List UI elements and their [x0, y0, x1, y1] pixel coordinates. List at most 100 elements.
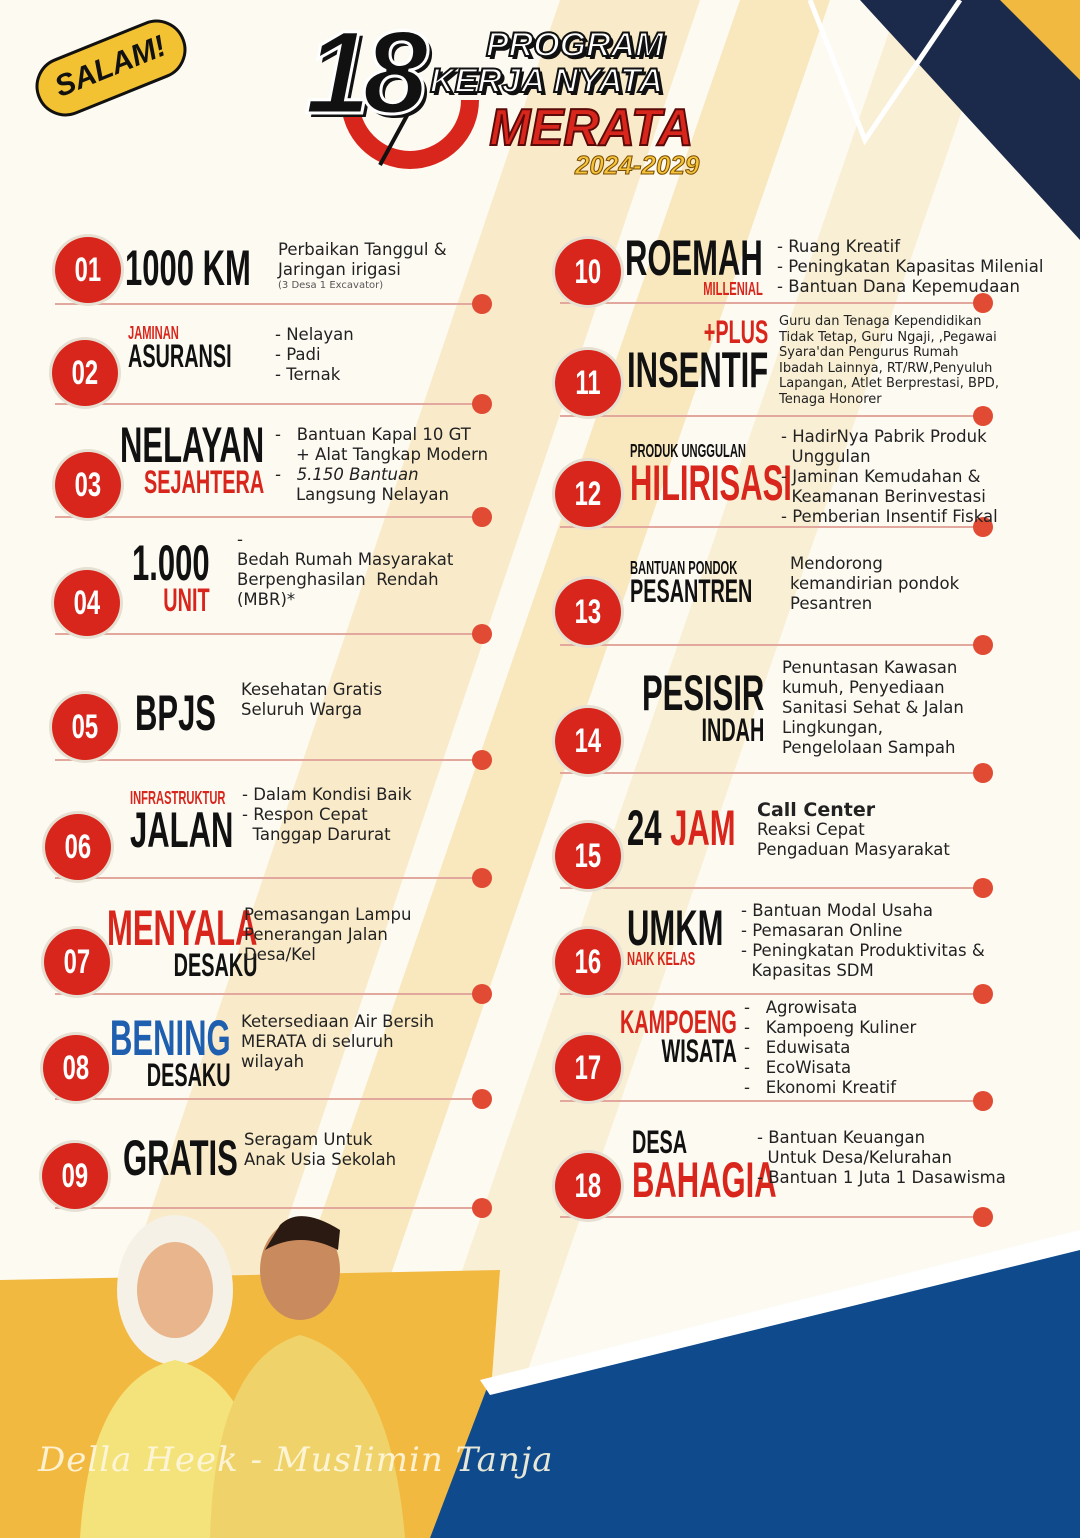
item-description-line: - Respon Cepat	[242, 805, 368, 824]
item-title-line: MENYALA	[107, 900, 258, 956]
item-title-line: UNIT	[163, 582, 210, 618]
item-description-line: Unggulan	[781, 447, 871, 466]
item-underline	[55, 1098, 482, 1100]
item-description-line: Guru dan Tenaga Kependidikan	[779, 314, 982, 329]
item-title-line: BENING	[110, 1010, 231, 1066]
item-number-badge: 16	[555, 929, 621, 995]
item-dot-icon	[472, 1089, 492, 1109]
item-title-line: PESISIR	[642, 665, 765, 721]
title-period: 2024-2029	[574, 150, 700, 181]
item-description-line: -	[237, 530, 243, 549]
item-description-line: Sanitasi Sehat & Jalan	[782, 698, 964, 717]
title-kerja-nyata: KERJA NYATA	[429, 61, 664, 101]
item-number-badge: 02	[52, 340, 118, 406]
item-number-badge: 01	[55, 237, 121, 303]
item-description-line: - Ekonomi Kreatif	[744, 1078, 896, 1097]
item-description-line: (MBR)*	[237, 590, 296, 609]
item-description-line: kumuh, Penyediaan	[782, 678, 945, 697]
item-description-line: - Peningkatan Produktivitas &	[741, 941, 985, 960]
item-dot-icon	[472, 507, 492, 527]
item-description-line: - Ternak	[275, 365, 341, 384]
item-description-line: Anak Usia Sekolah	[244, 1150, 397, 1169]
item-description-line: + Alat Tangkap Modern	[275, 445, 489, 464]
item-description-line: - Nelayan	[275, 325, 354, 344]
item-title-line: GRATIS	[123, 1130, 238, 1186]
item-description-line: - Bantuan Keuangan	[757, 1128, 926, 1147]
item-description: Mendorong kemandirian pondok Pesantren	[790, 554, 959, 614]
item-description: Penuntasan Kawasan kumuh, Penyediaan Sanit…	[782, 658, 964, 758]
item-underline	[55, 633, 482, 635]
item-description-line: Keamanan Berinvestasi	[781, 487, 986, 506]
item-title-line: BAHAGIA	[632, 1152, 777, 1209]
item-description-line: - Pemasaran Online	[741, 921, 903, 940]
candidate-portraits	[80, 1215, 405, 1538]
item-description-line: Seragam Untuk	[244, 1130, 373, 1149]
item-title-line: +PLUS	[703, 314, 769, 350]
item-underline	[55, 759, 482, 761]
item-title: MENYALA DESAKU	[107, 900, 258, 981]
item-title-line: JALAN	[130, 801, 234, 858]
item-title-line: DESA	[632, 1124, 688, 1160]
item-description-line: Seluruh Warga	[241, 700, 363, 719]
title-program: PROGRAM	[485, 25, 665, 65]
item-title-line: MILLENIAL	[703, 279, 763, 299]
item-description: Guru dan Tenaga Kependidikan Tidak Tetap,…	[779, 314, 999, 408]
item-description: - Agrowisata - Kampoeng Kuliner - Eduwisat…	[744, 998, 916, 1098]
item-title: BPJS	[135, 688, 216, 738]
item-description-line: Reaksi Cepat	[757, 820, 865, 839]
item-underline	[560, 302, 983, 304]
item-description-line: Desa/Kel	[244, 945, 316, 964]
item-description-line: Kapasitas SDM	[741, 961, 874, 980]
item-title-line: 1000 KM	[125, 240, 251, 296]
item-number-badge: 06	[45, 814, 111, 880]
item-description-line: Tanggap Darurat	[242, 825, 391, 844]
item-dot-icon	[973, 1207, 993, 1227]
item-title: JAMINAN ASURANSI	[128, 324, 232, 372]
item-title-line: BANTUAN PONDOK	[630, 558, 738, 578]
item-title: +PLUS INSENTIF	[627, 314, 769, 396]
item-dot-icon	[472, 394, 492, 414]
item-title: UMKM NAIK KELAS	[627, 900, 724, 968]
item-description-line: - 5.150 Bantuan	[275, 465, 419, 484]
item-description: - Dalam Kondisi Baik - Respon Cepat Tangg…	[242, 785, 412, 845]
item-title-line: UMKM	[627, 900, 724, 956]
item-dot-icon	[472, 750, 492, 770]
item-underline	[560, 1216, 983, 1218]
item-title-line: INDAH	[701, 712, 765, 748]
item-dot-icon	[973, 878, 993, 898]
item-title-line: PESANTREN	[630, 572, 753, 609]
item-description: Seragam Untuk Anak Usia Sekolah	[244, 1130, 396, 1170]
item-number-badge: 11	[555, 350, 621, 416]
item-number-badge: 05	[52, 694, 118, 760]
item-description-line: Mendorong	[790, 554, 883, 573]
item-dot-icon	[973, 763, 993, 783]
item-underline	[55, 403, 482, 405]
item-note: (3 Desa 1 Excavator)	[278, 280, 384, 291]
item-description-line: - Bantuan 1 Juta 1 Dasawisma	[757, 1168, 1006, 1187]
item-number-badge: 08	[43, 1035, 109, 1101]
item-dot-icon	[472, 1198, 492, 1218]
item-description-line: MERATA di seluruh	[241, 1032, 394, 1051]
item-description: - Bantuan Keuangan Untuk Desa/Kelurahan -…	[757, 1128, 1006, 1188]
item-description-line: - Bantuan Dana Kepemudaan	[777, 277, 1020, 296]
item-description: - Bedah Rumah Masyarakat Berpenghasilan Re…	[237, 530, 453, 610]
item-title: DESA BAHAGIA	[632, 1124, 777, 1209]
item-title: 24 JAM	[627, 803, 736, 853]
item-title-line: INFRASTRUKTUR	[130, 788, 226, 808]
item-dot-icon	[472, 624, 492, 644]
item-description-line: Penerangan Jalan	[244, 925, 388, 944]
program-count: 18	[303, 6, 429, 141]
item-description-line: Syara'dan Pengurus Rumah	[779, 345, 959, 361]
item-underline	[560, 993, 983, 995]
item-underline	[55, 516, 482, 518]
item-description-line: Lapangan, Atlet Berprestasi, BPD,	[779, 376, 999, 392]
item-description-line: - Jaminan Kemudahan &	[781, 467, 981, 486]
item-dot-icon	[973, 1091, 993, 1111]
item-description-line: - Eduwisata	[744, 1038, 851, 1057]
item-underline	[55, 993, 482, 995]
item-description-line: Pengelolaan Sampah	[782, 738, 956, 757]
item-title: 1000 KM	[125, 240, 251, 296]
item-number-badge: 07	[44, 929, 110, 995]
item-title-line: PRODUK UNGGULAN	[630, 441, 746, 461]
